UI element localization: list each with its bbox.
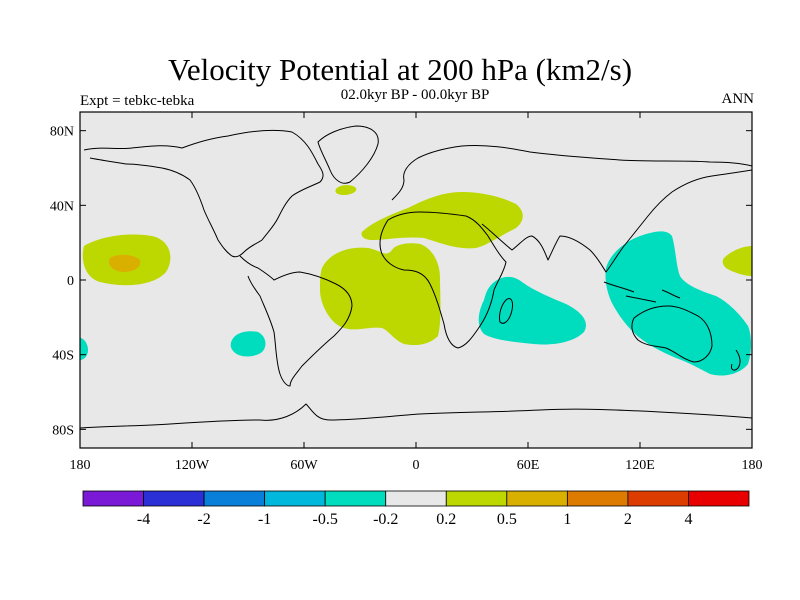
lat-tick-label: 40N <box>50 199 74 214</box>
coastline-new-zealand <box>731 349 741 371</box>
coastlines <box>80 125 752 429</box>
experiment-label: Expt = tebkc-tebka <box>80 93 195 109</box>
lon-tick-label: 0 <box>413 458 420 473</box>
coastline-antarctica <box>80 403 752 429</box>
lon-tick-label: 120W <box>175 458 210 473</box>
coastline-madagascar <box>499 297 513 324</box>
coastline-europe <box>391 144 752 201</box>
lat-tick-label: 80N <box>50 125 74 140</box>
colorbar-label: 0.5 <box>497 511 517 528</box>
lat-tick-label: 80S <box>52 423 74 438</box>
coastline-australia <box>631 305 713 363</box>
colorbar-swatch <box>445 490 508 507</box>
time-range-subtitle: 02.0kyr BP - 00.0kyr BP <box>340 87 490 103</box>
coastline-north-america <box>83 129 324 258</box>
coastline-africa <box>379 211 507 349</box>
colorbar-label: 0.2 <box>436 511 456 528</box>
colorbar-swatch <box>264 490 326 507</box>
lon-tick-label: 120E <box>625 458 655 473</box>
colorbar-label: -4 <box>137 511 150 528</box>
colorbar-label: 4 <box>684 511 692 528</box>
coastline-greenland <box>317 125 379 184</box>
colorbar-label: -1 <box>258 511 271 528</box>
lat-tick-label: 0 <box>67 274 74 289</box>
lon-tick-label: 180 <box>70 458 91 473</box>
negative-region-south-indian-ocean <box>478 276 586 345</box>
positive-region-north-africa <box>361 192 523 249</box>
lon-tick-label: 60W <box>290 458 318 473</box>
positive-region-west-pacific-edge <box>722 246 752 276</box>
coastline-indonesia <box>603 281 681 303</box>
colorbar-label: -0.2 <box>373 511 398 528</box>
negative-region-maritime-continent <box>605 231 751 376</box>
positive-region-tropical-atlantic <box>320 243 441 346</box>
season-label: ANN <box>721 91 755 107</box>
lat-tick-label: 40S <box>52 349 74 364</box>
colorbar: -4 -2 -1 -0.5 -0.2 0.2 0.5 1 2 4 <box>82 490 750 528</box>
colorbar-swatch <box>324 490 387 507</box>
colorbar-label: -2 <box>197 511 210 528</box>
positive-core-central-pacific <box>108 254 141 272</box>
lon-tick-label: 180 <box>742 458 763 473</box>
colorbar-label: 1 <box>563 511 571 528</box>
colorbar-swatch <box>627 490 689 507</box>
colorbar-swatch <box>82 490 144 507</box>
page-title: Velocity Potential at 200 hPa (km2/s) <box>167 52 633 87</box>
colorbar-swatch <box>566 490 629 507</box>
coastline-south-asia <box>481 169 752 273</box>
colorbar-label: -0.5 <box>313 511 338 528</box>
colorbar-swatch <box>506 490 568 507</box>
latitude-ticks: 80N 40N 0 40S 80S <box>50 125 752 438</box>
longitude-ticks: 180 120W 60W 0 60E 120E 180 <box>70 112 763 473</box>
anomaly-shading <box>80 185 752 376</box>
colorbar-label: 2 <box>624 511 632 528</box>
colorbar-swatch <box>203 490 266 507</box>
positive-region-north-atlantic <box>335 185 357 195</box>
negative-region-south-pacific <box>230 331 266 357</box>
colorbar-swatch <box>688 490 750 507</box>
colorbar-swatch <box>143 490 205 507</box>
lon-tick-label: 60E <box>517 458 540 473</box>
coastline-south-america <box>239 255 353 387</box>
colorbar-swatch <box>385 490 447 507</box>
